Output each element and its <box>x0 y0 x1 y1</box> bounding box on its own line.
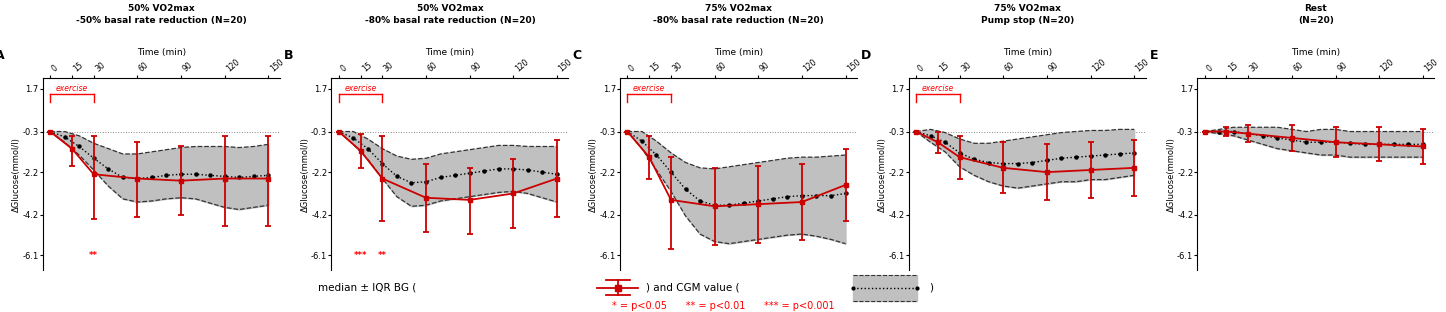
X-axis label: Time (min): Time (min) <box>714 48 763 57</box>
Text: **: ** <box>377 251 388 260</box>
Text: B: B <box>283 49 294 62</box>
Title: Rest
(N=20): Rest (N=20) <box>1299 4 1333 25</box>
Text: median ± IQR BG (: median ± IQR BG ( <box>318 283 416 293</box>
Text: ) and CGM value (: ) and CGM value ( <box>646 283 739 293</box>
Y-axis label: ΔGlucose(mmol/l): ΔGlucose(mmol/l) <box>878 137 886 212</box>
Text: D: D <box>862 49 872 62</box>
Y-axis label: ΔGlucose(mmol/l): ΔGlucose(mmol/l) <box>1167 137 1176 212</box>
X-axis label: Time (min): Time (min) <box>1291 48 1340 57</box>
Y-axis label: ΔGlucose(mmol/l): ΔGlucose(mmol/l) <box>301 137 309 212</box>
Y-axis label: ΔGlucose(mmol/l): ΔGlucose(mmol/l) <box>12 137 22 212</box>
Text: ***: *** <box>354 251 367 260</box>
Text: ): ) <box>930 283 934 293</box>
Title: 75% VO2max
Pump stop (N=20): 75% VO2max Pump stop (N=20) <box>980 4 1074 25</box>
Title: 50% VO2max
-50% basal rate reduction (N=20): 50% VO2max -50% basal rate reduction (N=… <box>77 4 247 25</box>
Text: C: C <box>573 49 581 62</box>
Bar <box>853 275 917 301</box>
Text: exercise: exercise <box>56 84 88 93</box>
Text: * = p<0.05      ** = p<0.01      *** = p<0.001: * = p<0.05 ** = p<0.01 *** = p<0.001 <box>612 301 834 311</box>
Title: 75% VO2max
-80% basal rate reduction (N=20): 75% VO2max -80% basal rate reduction (N=… <box>654 4 824 25</box>
Text: exercise: exercise <box>344 84 376 93</box>
X-axis label: Time (min): Time (min) <box>425 48 474 57</box>
Title: 50% VO2max
-80% basal rate reduction (N=20): 50% VO2max -80% basal rate reduction (N=… <box>364 4 535 25</box>
Text: A: A <box>0 49 4 62</box>
Text: E: E <box>1150 49 1158 62</box>
Text: exercise: exercise <box>921 84 954 93</box>
X-axis label: Time (min): Time (min) <box>1002 48 1051 57</box>
Text: **: ** <box>90 251 98 260</box>
Y-axis label: ΔGlucose(mmol/l): ΔGlucose(mmol/l) <box>590 137 599 212</box>
Text: exercise: exercise <box>633 84 665 93</box>
X-axis label: Time (min): Time (min) <box>137 48 187 57</box>
